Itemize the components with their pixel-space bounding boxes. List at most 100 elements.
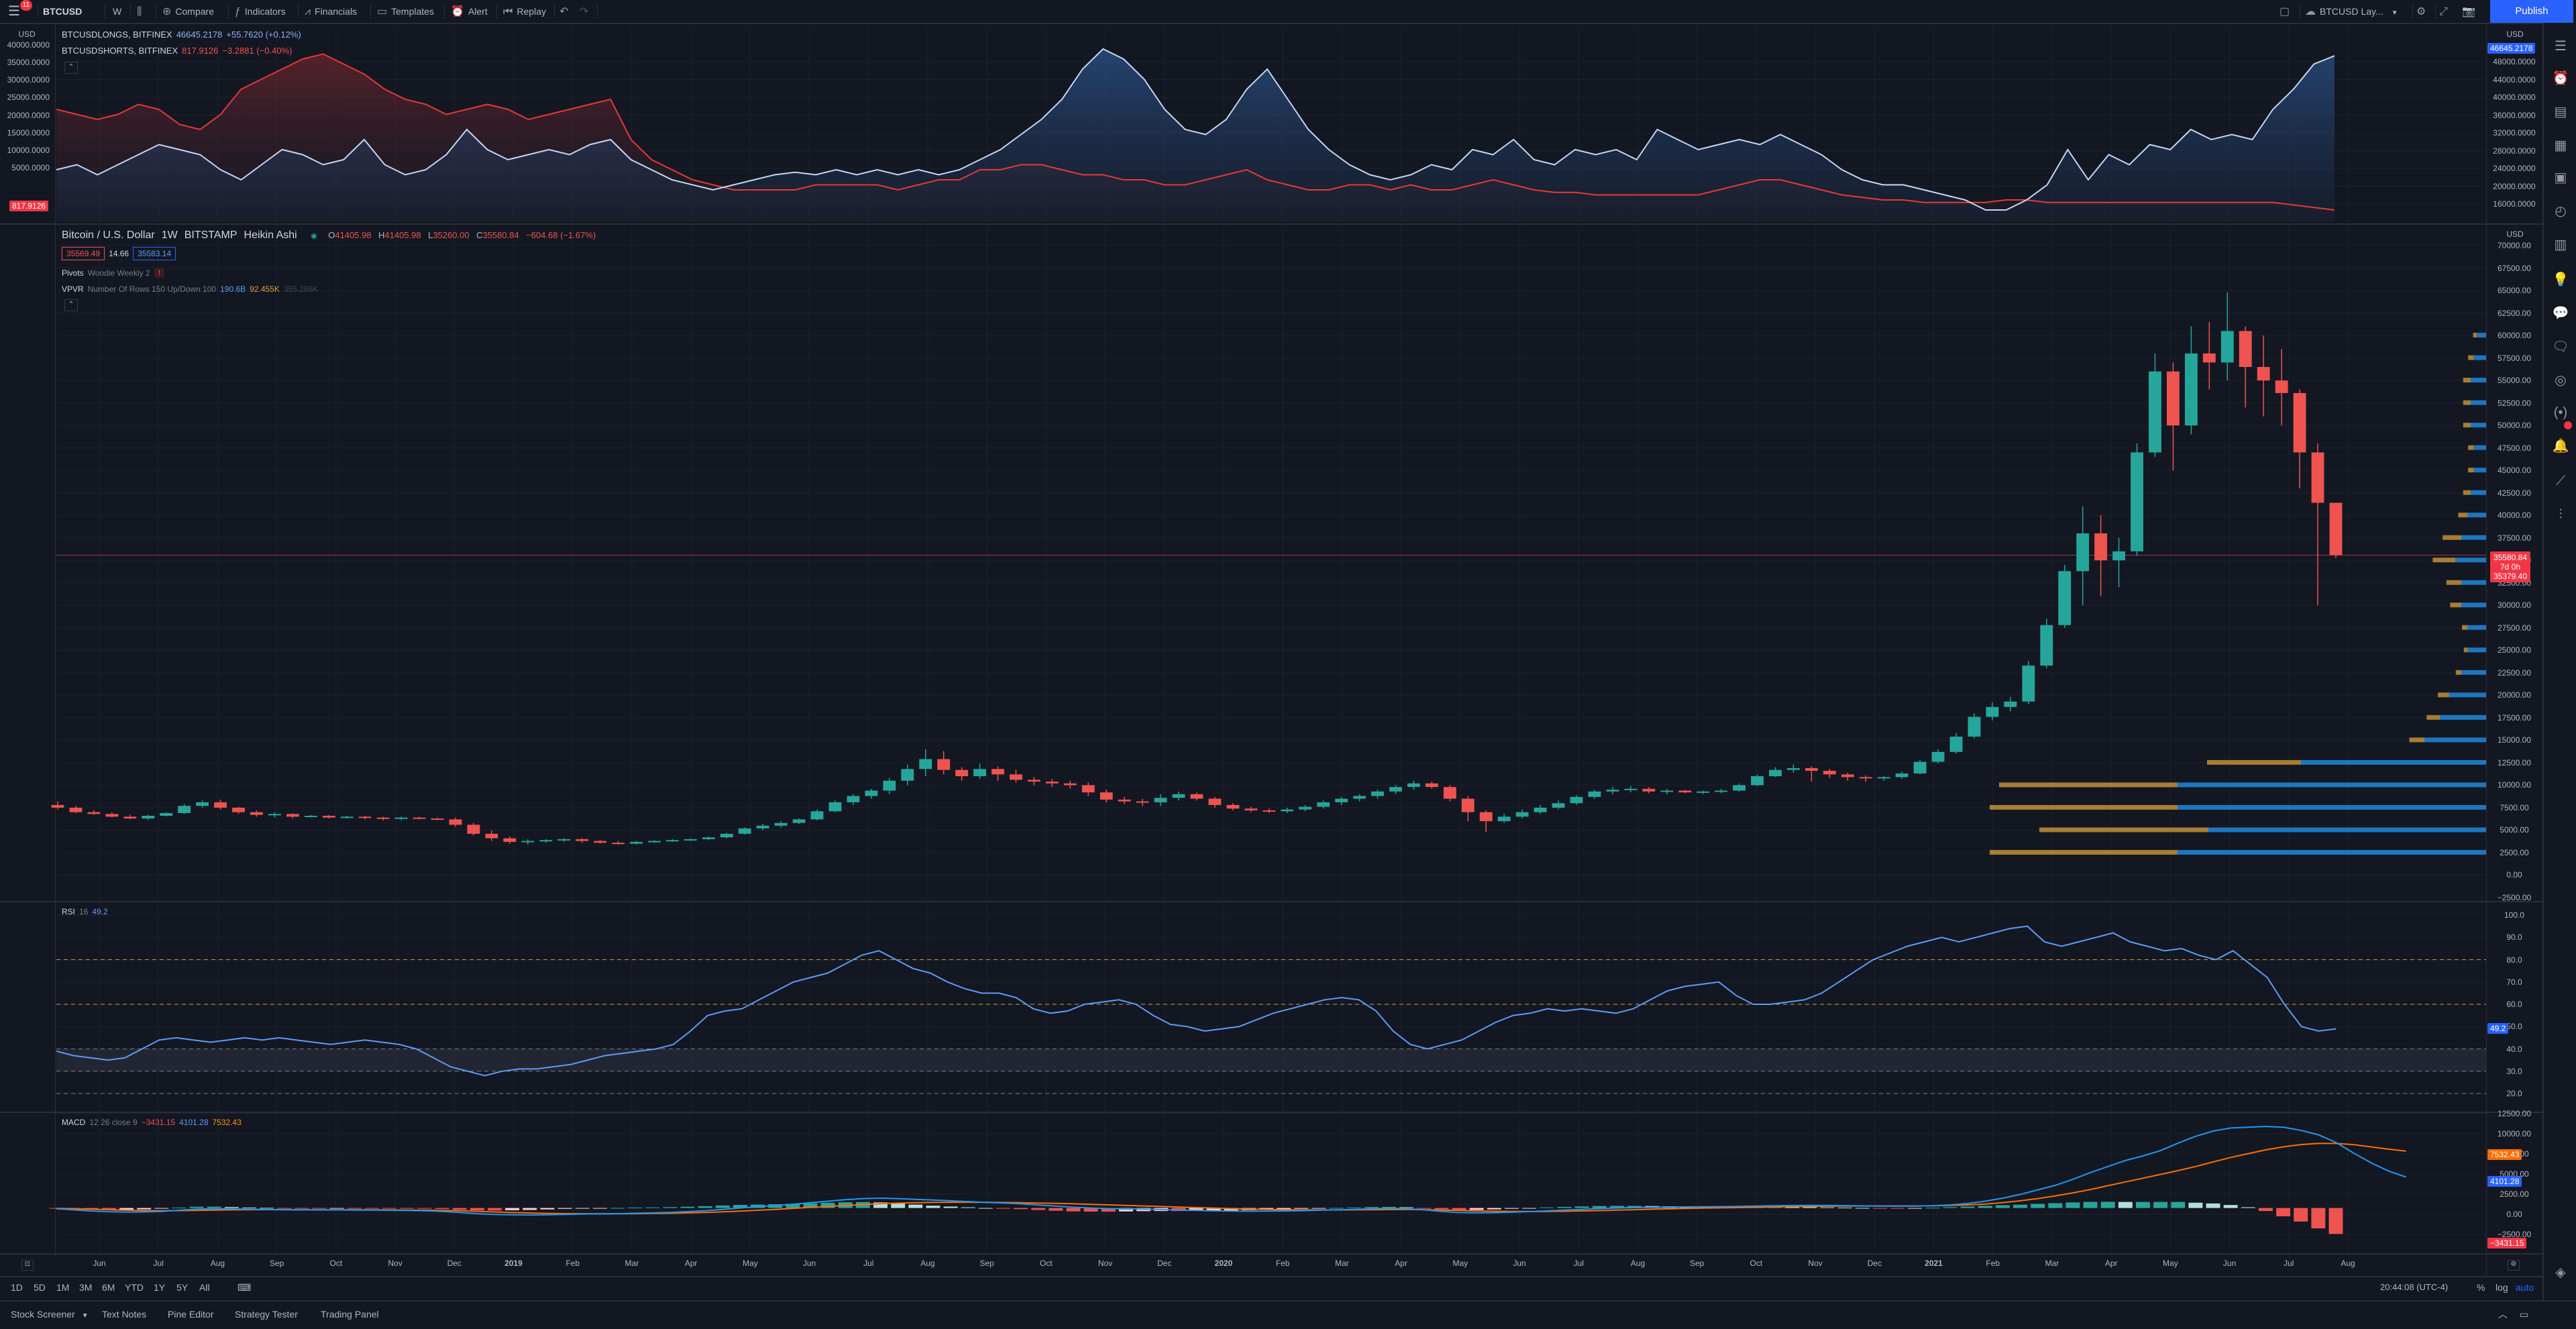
trend-icon[interactable]: ⟋ bbox=[2556, 474, 2565, 488]
high-label: H bbox=[378, 230, 385, 240]
percent-toggle[interactable]: % bbox=[2477, 1282, 2485, 1293]
layers-icon[interactable]: ◈ bbox=[2555, 1265, 2566, 1280]
snapshot-button[interactable]: 📷 bbox=[2462, 0, 2479, 23]
pivots-legend[interactable]: Pivots Woodie Weekly 2! bbox=[62, 268, 168, 278]
indicators-button[interactable]: ƒ Indicators bbox=[235, 0, 286, 23]
candle-body bbox=[1190, 794, 1203, 799]
shorts-left-price-tag: 817.9126 bbox=[9, 201, 49, 211]
financials-icon: ⩘ bbox=[305, 6, 311, 17]
time-axis-label: May bbox=[2163, 1259, 2178, 1268]
longs-legend[interactable]: BTCUSDLONGS, BITFINEX 46645.2178 +55.7620 … bbox=[62, 30, 305, 40]
dom-icon[interactable]: ⫶ bbox=[2559, 507, 2563, 522]
notes-icon[interactable]: ▥ bbox=[2554, 237, 2567, 252]
time-axis-label: Mar bbox=[1335, 1259, 1349, 1268]
candle-body bbox=[792, 819, 806, 823]
fullscreen-button[interactable]: ⤢ bbox=[2439, 0, 2452, 23]
macd-histogram-bar bbox=[820, 1202, 835, 1208]
high-value: 41405.98 bbox=[384, 230, 421, 240]
chart-type-button[interactable]: ⫼ bbox=[137, 0, 146, 23]
vpvr-name: VPVR bbox=[62, 284, 84, 294]
news-icon[interactable]: ◴ bbox=[2555, 204, 2567, 219]
goto-date-icon[interactable]: ⌨ bbox=[237, 1282, 252, 1293]
watchlist-icon[interactable]: ☰ bbox=[2555, 39, 2567, 54]
sell-button[interactable]: 35569.49 bbox=[62, 247, 105, 260]
ideas-icon[interactable]: 💡 bbox=[2552, 272, 2569, 287]
publish-button[interactable]: Publish bbox=[2490, 0, 2573, 23]
alert-button[interactable]: ⏰ Alert bbox=[451, 0, 488, 23]
settings-button[interactable]: ⚙ bbox=[2416, 0, 2430, 23]
shorts-legend[interactable]: BTCUSDSHORTS, BITFINEX 817.9126 −3.2881 (−… bbox=[62, 46, 296, 56]
range-button-1y[interactable]: 1Y bbox=[154, 1282, 166, 1293]
data-window-icon[interactable]: ▤ bbox=[2554, 105, 2567, 119]
collapse-main-legend-icon[interactable]: ⌃ bbox=[64, 299, 78, 311]
maximize-panel-button[interactable]: ▭ bbox=[2520, 1309, 2529, 1320]
candle-body bbox=[358, 816, 372, 818]
range-button-1d[interactable]: 1D bbox=[11, 1282, 23, 1293]
candle-body bbox=[1045, 782, 1059, 784]
candle-body bbox=[1678, 790, 1692, 793]
compare-button[interactable]: ⊕ Compare bbox=[162, 0, 214, 23]
main-legend[interactable]: Bitcoin / U.S. Dollar 1W BITSTAMP Heikin As… bbox=[62, 229, 600, 242]
candle-body bbox=[1244, 808, 1258, 810]
macd-histogram-bar bbox=[926, 1206, 941, 1208]
menu-button[interactable]: ☰ 11 bbox=[8, 0, 32, 23]
hotlists-icon[interactable]: ▦ bbox=[2554, 138, 2567, 153]
vpvr-legend[interactable]: VPVR Number Of Rows 150 Up/Down 100 190.6B… bbox=[62, 284, 322, 294]
tab-trading-panel[interactable]: Trading Panel bbox=[321, 1309, 379, 1320]
log-toggle[interactable]: log bbox=[2496, 1282, 2508, 1293]
macd-histogram-bar bbox=[1943, 1207, 1957, 1208]
chart-area[interactable] bbox=[0, 23, 2542, 1276]
range-button-all[interactable]: All bbox=[199, 1282, 210, 1293]
settings-gear-icon[interactable]: ⚙ bbox=[2508, 1260, 2520, 1271]
streams-icon[interactable]: ◎ bbox=[2555, 373, 2567, 388]
undo-button[interactable]: ↶ bbox=[559, 0, 572, 23]
square-icon: ▢ bbox=[2279, 6, 2290, 17]
notifications-icon[interactable]: 🔔 bbox=[2552, 439, 2569, 454]
left-price-scale[interactable] bbox=[0, 23, 56, 1257]
tab-strategy-tester[interactable]: Strategy Tester bbox=[235, 1309, 298, 1320]
candle-body bbox=[304, 815, 317, 817]
macd-histogram-bar bbox=[154, 1208, 169, 1209]
tab-stock-screener[interactable]: Stock Screener ▼ bbox=[11, 1301, 89, 1328]
candle-body bbox=[2257, 366, 2270, 381]
private-chat-icon[interactable]: 🗨 bbox=[2552, 339, 2569, 354]
collapse-panel-button[interactable]: ︿ bbox=[2498, 1309, 2508, 1320]
fullscreen-panel-button[interactable]: ▢ bbox=[2279, 0, 2294, 23]
tab-pine-editor[interactable]: Pine Editor bbox=[168, 1309, 214, 1320]
interval-button[interactable]: W bbox=[113, 6, 122, 17]
symbol-search[interactable]: BTCUSD bbox=[43, 6, 83, 17]
clock[interactable]: 20:44:08 (UTC-4) bbox=[2380, 1282, 2449, 1292]
rsi-legend[interactable]: RSI 16 49.2 bbox=[62, 907, 112, 916]
calendar-icon[interactable]: ▣ bbox=[2554, 170, 2567, 185]
chat-icon[interactable]: 💬 bbox=[2552, 306, 2569, 321]
right-axis-label: 36000.0000 bbox=[2493, 110, 2536, 120]
price-axis-label: 42500.00 bbox=[2497, 488, 2532, 498]
candle-body bbox=[394, 817, 408, 819]
macd-histogram-bar bbox=[557, 1208, 572, 1209]
range-button-6m[interactable]: 6M bbox=[102, 1282, 115, 1293]
chevron-down-icon: ▼ bbox=[81, 1312, 89, 1320]
rsi-axis-label: 20.0 bbox=[2506, 1089, 2522, 1098]
time-axis-label: Dec bbox=[447, 1259, 462, 1268]
buy-button[interactable]: 35583.14 bbox=[133, 247, 176, 260]
templates-button[interactable]: ▭ Templates bbox=[377, 0, 434, 23]
range-button-ytd[interactable]: YTD bbox=[125, 1282, 144, 1293]
range-button-5y[interactable]: 5Y bbox=[176, 1282, 189, 1293]
replay-button[interactable]: ⏮ Replay bbox=[503, 0, 546, 23]
warning-icon[interactable]: ! bbox=[154, 268, 164, 278]
macd-legend[interactable]: MACD 12 26 close 9 −3431.15 4101.28 7532.43 bbox=[62, 1118, 246, 1127]
vpvr-up-bar bbox=[2461, 580, 2486, 585]
auto-toggle[interactable]: auto bbox=[2516, 1282, 2534, 1293]
range-button-1m[interactable]: 1M bbox=[56, 1282, 70, 1293]
broadcast-icon[interactable]: (•) bbox=[2553, 405, 2568, 420]
collapse-legend-icon[interactable]: ⌃ bbox=[64, 62, 78, 74]
tab-text-notes[interactable]: Text Notes bbox=[102, 1309, 147, 1320]
layout-selector[interactable]: ☁ BTCUSD Lay... ▼ bbox=[2305, 0, 2398, 23]
vpvr-params: Number Of Rows 150 Up/Down 100 bbox=[87, 284, 217, 294]
range-button-5d[interactable]: 5D bbox=[34, 1282, 46, 1293]
alerts-icon[interactable]: ⏰ bbox=[2552, 71, 2569, 86]
redo-button[interactable]: ↷ bbox=[580, 0, 592, 23]
financials-button[interactable]: ⩘ Financials bbox=[305, 0, 357, 23]
timezone-icon[interactable]: ⊡ bbox=[21, 1260, 34, 1271]
range-button-3m[interactable]: 3M bbox=[79, 1282, 93, 1293]
